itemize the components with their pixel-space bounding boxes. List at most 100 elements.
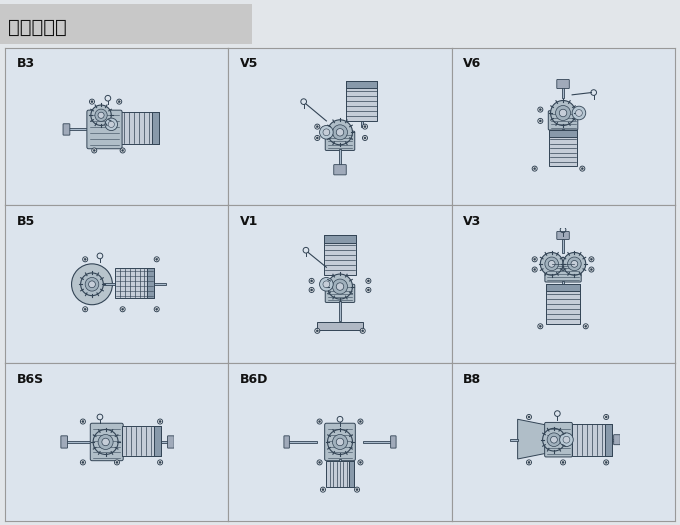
Bar xyxy=(122,441,129,443)
Bar xyxy=(339,301,341,321)
Bar xyxy=(318,322,362,330)
Circle shape xyxy=(572,106,585,120)
Circle shape xyxy=(71,264,112,304)
FancyBboxPatch shape xyxy=(284,436,290,448)
Circle shape xyxy=(320,278,333,291)
Circle shape xyxy=(159,421,161,423)
Circle shape xyxy=(367,280,369,282)
Bar xyxy=(66,129,88,131)
Circle shape xyxy=(604,415,609,419)
Circle shape xyxy=(118,100,120,103)
Circle shape xyxy=(91,105,112,125)
Circle shape xyxy=(91,100,93,103)
Circle shape xyxy=(538,324,543,329)
FancyBboxPatch shape xyxy=(545,262,581,282)
Text: B6D: B6D xyxy=(239,373,268,385)
Circle shape xyxy=(88,281,95,288)
Circle shape xyxy=(322,489,324,491)
Bar xyxy=(119,127,126,129)
Circle shape xyxy=(356,489,358,491)
Text: 安裝方位圖: 安裝方位圖 xyxy=(8,17,67,37)
Circle shape xyxy=(323,129,330,135)
Circle shape xyxy=(120,148,125,153)
Bar xyxy=(103,284,115,285)
Circle shape xyxy=(93,429,118,455)
Circle shape xyxy=(366,278,371,284)
Bar xyxy=(339,459,341,470)
Text: B6S: B6S xyxy=(16,373,44,385)
Circle shape xyxy=(604,460,609,465)
Circle shape xyxy=(318,421,321,423)
Circle shape xyxy=(590,258,592,260)
Circle shape xyxy=(559,109,567,117)
Circle shape xyxy=(158,460,163,465)
FancyBboxPatch shape xyxy=(334,165,346,175)
Circle shape xyxy=(122,308,124,310)
Bar xyxy=(605,424,612,456)
Circle shape xyxy=(333,279,347,294)
FancyBboxPatch shape xyxy=(90,423,123,461)
Circle shape xyxy=(538,107,543,112)
Circle shape xyxy=(317,460,322,465)
Bar xyxy=(154,426,161,456)
Circle shape xyxy=(336,283,344,290)
Bar xyxy=(345,81,377,121)
FancyBboxPatch shape xyxy=(557,79,569,89)
Circle shape xyxy=(366,288,371,292)
Circle shape xyxy=(551,100,575,125)
Circle shape xyxy=(539,109,541,111)
Circle shape xyxy=(82,461,84,464)
Circle shape xyxy=(362,330,364,332)
Circle shape xyxy=(82,421,84,423)
Bar xyxy=(546,285,580,291)
Circle shape xyxy=(114,460,120,465)
Circle shape xyxy=(562,461,564,464)
Circle shape xyxy=(320,487,326,492)
Circle shape xyxy=(316,330,318,332)
Circle shape xyxy=(323,281,330,288)
FancyBboxPatch shape xyxy=(167,436,174,448)
Circle shape xyxy=(83,307,88,312)
FancyBboxPatch shape xyxy=(548,111,578,130)
Circle shape xyxy=(159,461,161,464)
Circle shape xyxy=(108,121,114,128)
Bar xyxy=(324,236,356,243)
Circle shape xyxy=(532,257,537,262)
Circle shape xyxy=(84,308,86,310)
Polygon shape xyxy=(517,419,546,459)
Circle shape xyxy=(116,461,118,464)
Circle shape xyxy=(538,119,543,123)
Circle shape xyxy=(556,106,571,120)
Bar xyxy=(510,439,517,440)
Circle shape xyxy=(309,278,314,284)
Text: B3: B3 xyxy=(16,57,35,70)
Circle shape xyxy=(367,289,369,291)
Circle shape xyxy=(85,278,99,291)
Circle shape xyxy=(534,268,536,271)
Circle shape xyxy=(528,416,530,418)
Circle shape xyxy=(534,167,536,170)
Text: V1: V1 xyxy=(239,215,258,228)
Bar xyxy=(562,87,564,98)
Bar xyxy=(115,268,154,298)
Circle shape xyxy=(328,120,352,145)
Text: V3: V3 xyxy=(462,215,481,228)
Circle shape xyxy=(583,324,588,329)
Circle shape xyxy=(120,307,125,312)
Bar xyxy=(154,284,166,285)
Circle shape xyxy=(605,416,607,418)
Circle shape xyxy=(541,253,563,275)
Text: B8: B8 xyxy=(462,373,481,385)
Bar xyxy=(362,441,393,443)
Circle shape xyxy=(154,307,159,312)
Circle shape xyxy=(316,125,318,128)
Circle shape xyxy=(539,120,541,122)
Bar xyxy=(326,461,354,487)
Bar xyxy=(148,268,154,298)
Circle shape xyxy=(320,125,333,139)
Circle shape xyxy=(560,433,573,446)
Bar xyxy=(562,129,564,144)
Circle shape xyxy=(358,419,363,424)
Bar xyxy=(562,239,564,253)
Circle shape xyxy=(568,257,581,271)
